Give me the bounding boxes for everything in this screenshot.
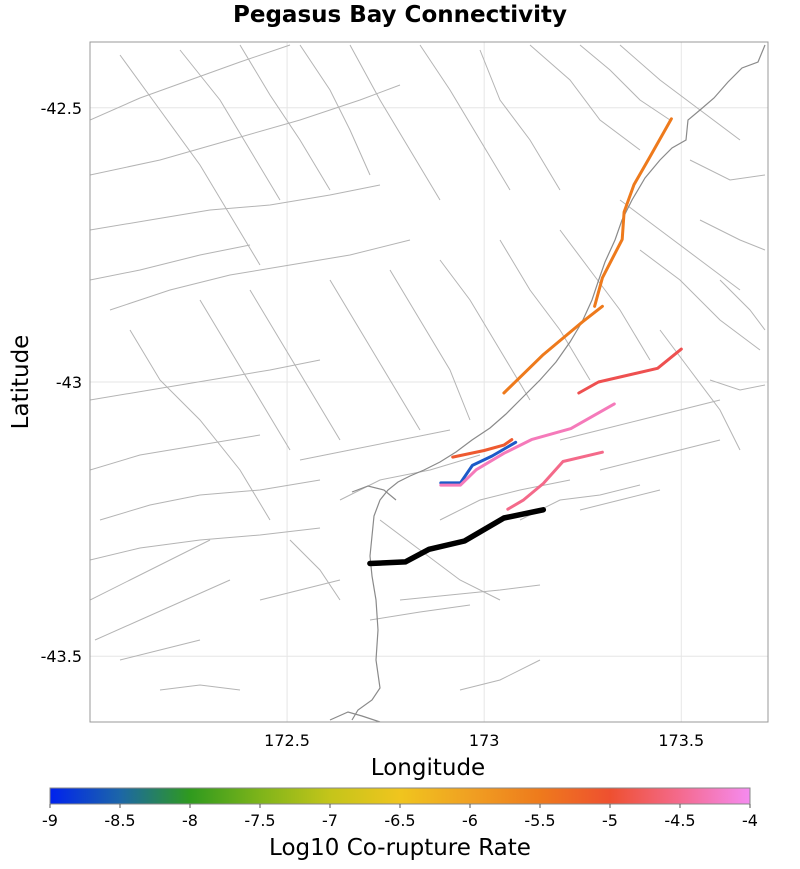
- fault-section: [349, 44, 441, 201]
- fault-section: [199, 299, 291, 451]
- rupture-segments: [367, 117, 683, 567]
- fault-section: [109, 239, 411, 311]
- fault-section: [129, 329, 271, 521]
- rupture-pink: [439, 402, 616, 487]
- fault-section: [479, 49, 561, 191]
- fault-section: [399, 584, 541, 601]
- fault-section: [299, 44, 371, 176]
- colorbar-tick-label: -5.5: [524, 811, 555, 830]
- y-tick-label: -43: [56, 373, 82, 392]
- fault-section: [99, 479, 321, 521]
- fault-section: [90, 434, 261, 471]
- colorbar-label: Log10 Co-rupture Rate: [269, 835, 531, 861]
- selected-fault: [367, 507, 547, 567]
- colorbar-ticks: -9 -8.5 -8 -7.5 -7 -6.5 -6 -5.5 -5 -4.5 -4: [42, 804, 758, 830]
- y-axis-ticks: -42.5 -43 -43.5: [41, 99, 82, 666]
- colorbar-gradient: [49, 787, 751, 805]
- fault-section: [90, 44, 291, 121]
- fault-section: [639, 249, 761, 351]
- coastline-path: [351, 44, 766, 721]
- fault-section: [529, 44, 641, 151]
- fault-sections: [90, 44, 766, 691]
- fault-section: [459, 659, 541, 691]
- fault-section: [709, 379, 766, 391]
- colorbar-tick-label: -7.5: [244, 811, 275, 830]
- map-title: Pegasus Bay Connectivity: [233, 2, 567, 28]
- y-tick-label: -42.5: [41, 99, 82, 118]
- fault-section: [90, 359, 321, 401]
- colorbar-tick-label: -6.5: [384, 811, 415, 830]
- fault-section: [159, 684, 241, 691]
- fault-section: [599, 439, 721, 471]
- x-axis-label: Longitude: [371, 755, 485, 781]
- fault-section: [439, 479, 571, 521]
- rupture-south: [506, 450, 604, 511]
- fault-section: [339, 454, 481, 501]
- x-tick-label: 173.5: [658, 731, 704, 750]
- fault-section: [90, 527, 321, 561]
- x-tick-label: 173: [469, 731, 500, 750]
- colorbar-tick-label: -4.5: [664, 811, 695, 830]
- rupture-east: [577, 347, 683, 395]
- colorbar-tick-label: -5: [602, 811, 618, 830]
- fault-section: [689, 159, 766, 181]
- fault-section: [90, 244, 251, 281]
- x-tick-label: 172.5: [264, 731, 310, 750]
- fault-section: [659, 329, 741, 451]
- fault-section: [619, 44, 741, 141]
- rupture-mid: [451, 438, 514, 459]
- fault-section: [419, 44, 511, 191]
- rupture-blue: [439, 440, 518, 485]
- plot-frame: [89, 41, 769, 723]
- fault-section: [579, 489, 661, 511]
- fault-section: [299, 429, 451, 461]
- fault-section: [119, 54, 261, 266]
- fault-section: [699, 219, 766, 251]
- fault-section: [119, 639, 201, 661]
- fault-section: [719, 279, 766, 331]
- colorbar-tick-label: -7: [322, 811, 338, 830]
- colorbar-tick-label: -8: [182, 811, 198, 830]
- fault-section: [579, 44, 671, 121]
- fault-section: [379, 519, 501, 601]
- colorbar-tick-label: -6: [462, 811, 478, 830]
- coastline-detail: [351, 485, 397, 501]
- colorbar-tick-label: -4: [742, 811, 758, 830]
- fault-section: [289, 539, 341, 601]
- fault-section: [90, 184, 381, 231]
- fault-section: [94, 579, 231, 641]
- fault-section: [559, 399, 721, 441]
- fault-section: [619, 199, 741, 291]
- grid-lines: [90, 42, 768, 722]
- fault-section: [439, 259, 531, 401]
- fault-section: [90, 84, 401, 176]
- x-axis-ticks: 172.5 173 173.5: [264, 731, 704, 750]
- y-tick-label: -43.5: [41, 647, 82, 666]
- fault-section: [239, 44, 331, 191]
- fault-section: [499, 239, 591, 381]
- fault-section: [369, 604, 471, 621]
- fault-section: [559, 229, 651, 361]
- fault-section: [90, 539, 211, 601]
- coastline: [329, 44, 766, 722]
- fault-section: [329, 279, 421, 431]
- y-axis-label: Latitude: [8, 335, 34, 430]
- colorbar-tick-label: -8.5: [104, 811, 135, 830]
- fault-section: [389, 269, 471, 421]
- coastline-detail: [329, 711, 381, 722]
- rupture-central: [502, 304, 604, 395]
- rupture-north: [593, 117, 673, 308]
- fault-section: [179, 49, 281, 201]
- fault-section: [259, 579, 341, 601]
- colorbar-tick-label: -9: [42, 811, 58, 830]
